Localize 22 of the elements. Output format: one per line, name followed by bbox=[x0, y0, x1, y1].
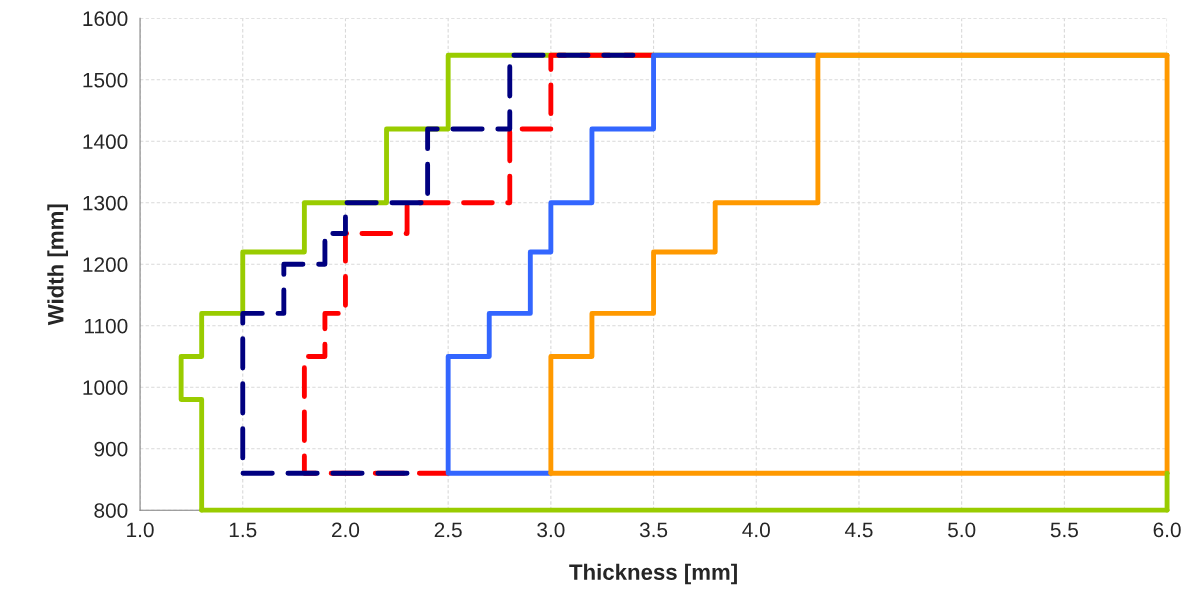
x-tick-label: 4.5 bbox=[844, 522, 873, 538]
y-tick-label: 1000 bbox=[83, 380, 128, 395]
x-tick-label: 6.0 bbox=[1153, 522, 1181, 538]
y-axis-title: Width [mm] bbox=[47, 204, 69, 326]
x-tick-label: 5.0 bbox=[948, 522, 976, 538]
y-tick-label: 1100 bbox=[85, 318, 128, 334]
x-tick-label: 3.5 bbox=[639, 522, 668, 538]
y-tick-label: 1600 bbox=[83, 11, 128, 27]
y-tick-label: 1200 bbox=[83, 257, 128, 273]
y-tick-label: 1500 bbox=[83, 72, 128, 88]
x-tick-label: 1.0 bbox=[127, 522, 154, 538]
y-tick-label: 800 bbox=[94, 503, 128, 518]
x-axis-title: Thickness [mm] bbox=[569, 563, 737, 585]
y-tick-label: 1400 bbox=[83, 134, 128, 150]
x-tick-label: 1.5 bbox=[229, 522, 257, 538]
x-tick-label: 3.0 bbox=[537, 522, 565, 538]
y-tick-label: 900 bbox=[94, 441, 128, 457]
x-tick-label: 2.5 bbox=[434, 522, 462, 538]
x-tick-label: 5.5 bbox=[1050, 522, 1078, 538]
x-tick-label: 2.0 bbox=[332, 522, 360, 538]
x-tick-label: 4.0 bbox=[742, 522, 770, 538]
y-tick-label: 1300 bbox=[83, 195, 128, 211]
